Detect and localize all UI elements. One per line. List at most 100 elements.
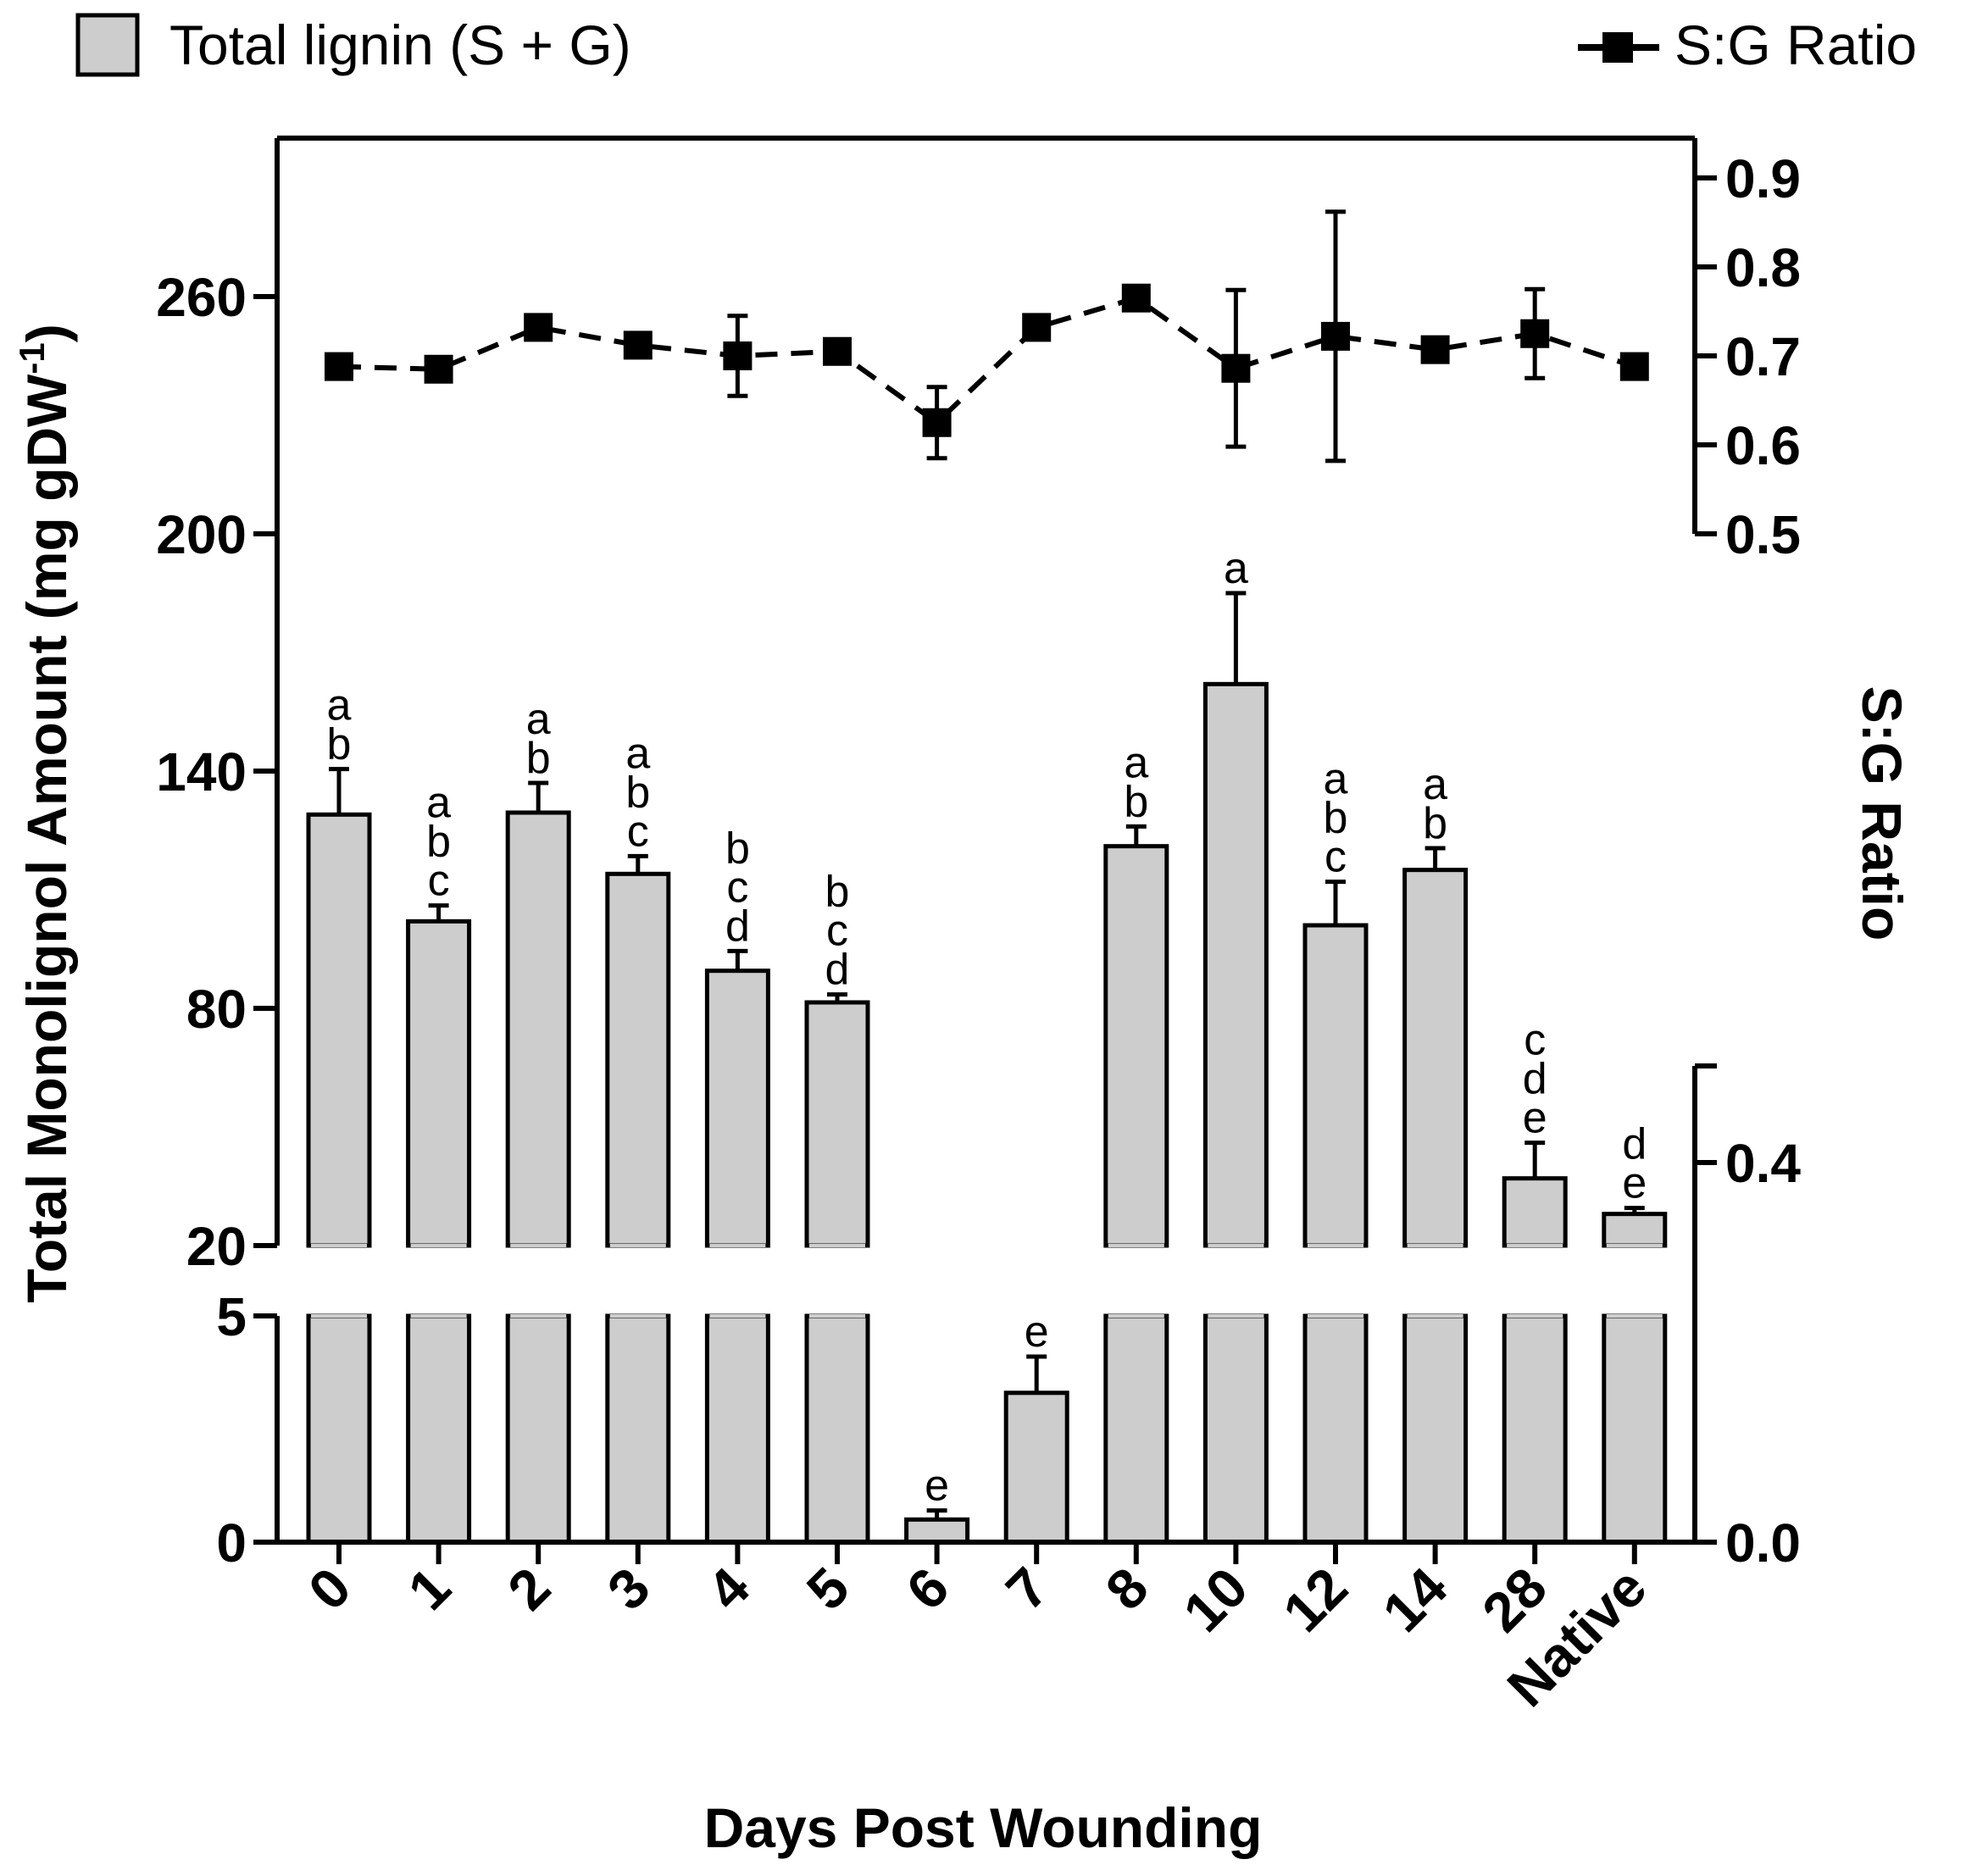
significance-letter: c <box>428 857 450 906</box>
y-tick-label: 140 <box>156 741 247 802</box>
bar-cut-bottom-8 <box>1108 1314 1164 1318</box>
significance-letter: b <box>426 818 451 867</box>
significance-letter: c <box>826 907 848 956</box>
significance-letter: b <box>825 868 850 917</box>
significance-letter: a <box>625 729 650 778</box>
bar-cut-top-8 <box>1108 1244 1164 1247</box>
bar-lower-8 <box>1103 1313 1169 1545</box>
significance-letter: a <box>426 779 451 828</box>
significance-letter: a <box>526 695 551 744</box>
sg-ratio-point-14 <box>1420 335 1450 364</box>
significance-letter: b <box>1324 794 1348 843</box>
bar-upper-28 <box>1502 1176 1568 1248</box>
bar-upper-5 <box>804 1000 870 1248</box>
significance-letter: a <box>1124 738 1148 787</box>
significance-letter: e <box>1523 1094 1547 1143</box>
bar-upper-10 <box>1202 681 1269 1248</box>
significance-letter: a <box>1423 760 1447 809</box>
sg-ratio-point-2 <box>524 313 553 342</box>
x-tick-label: 2 <box>496 1556 562 1622</box>
y-tick-label: 20 <box>186 1216 247 1277</box>
x-tick-label: 6 <box>894 1556 960 1622</box>
bar-lower-10 <box>1202 1313 1269 1545</box>
bar-cut-top-5 <box>809 1244 865 1247</box>
significance-letter: a <box>1224 544 1248 593</box>
bar-cut-bottom-14 <box>1407 1314 1463 1318</box>
bar-cut-top-0 <box>311 1244 367 1247</box>
x-tick-label: 5 <box>795 1556 861 1622</box>
significance-letter: d <box>1622 1120 1647 1169</box>
bar-lower-2 <box>505 1313 571 1545</box>
significance-letter: a <box>327 681 352 730</box>
bar-cut-top-4 <box>709 1244 766 1247</box>
bar-cut-top-2 <box>510 1244 567 1247</box>
y-tick-label: 80 <box>186 979 247 1040</box>
bar-cut-top-28 <box>1507 1244 1563 1247</box>
sg-ratio-line <box>338 295 1636 426</box>
bar-cut-top-Native <box>1606 1244 1663 1247</box>
x-tick-label: 4 <box>695 1555 761 1621</box>
sg-ratio-point-5 <box>823 336 852 366</box>
y-axis-title: Total Monolignol Amount (mg gDW-1) <box>12 324 78 1302</box>
x-tick-label: 1 <box>396 1556 462 1622</box>
significance-letter: a <box>1324 755 1348 804</box>
bar-cut-bottom-12 <box>1308 1314 1363 1318</box>
bar-upper-2 <box>505 810 571 1248</box>
x-tick-label: 0 <box>297 1556 363 1622</box>
sg-ratio-point-12 <box>1321 321 1350 351</box>
bar-lower-12 <box>1302 1313 1369 1545</box>
bar-cut-bottom-4 <box>709 1314 766 1318</box>
sg-ratio-point-10 <box>1221 353 1251 383</box>
significance-letter: c <box>726 863 748 912</box>
sg-ratio-point-Native <box>1619 352 1649 381</box>
y-tick-label: 0 <box>216 1512 247 1574</box>
x-tick-label: 14 <box>1370 1555 1458 1643</box>
legend-bar-swatch <box>75 13 140 77</box>
bar-upper-1 <box>406 919 472 1248</box>
bar-upper-4 <box>704 969 770 1248</box>
significance-letter: b <box>625 768 650 817</box>
bar-cut-top-1 <box>410 1244 467 1247</box>
bar-lower-Native <box>1602 1313 1668 1545</box>
y-tick-label: 200 <box>156 504 247 565</box>
bar-lower-28 <box>1502 1313 1568 1545</box>
bar-upper-8 <box>1103 844 1169 1248</box>
bar-cut-bottom-0 <box>311 1314 367 1318</box>
bar-cut-bottom-5 <box>809 1314 865 1318</box>
x-tick-label: 12 <box>1271 1556 1359 1644</box>
bar-lower-5 <box>804 1313 870 1545</box>
sg-ratio-point-4 <box>723 341 753 370</box>
bar-cut-bottom-Native <box>1606 1314 1663 1318</box>
y-tick-label: 5 <box>216 1286 247 1347</box>
sg-ratio-point-8 <box>1121 283 1151 313</box>
significance-letter: b <box>1124 777 1148 826</box>
significance-letter: c <box>627 807 649 856</box>
significance-letter: d <box>1523 1055 1547 1104</box>
bar-cut-top-3 <box>609 1244 666 1247</box>
legend-line-marker <box>1602 32 1633 63</box>
significance-letter: c <box>1524 1016 1546 1065</box>
bar-upper-Native <box>1602 1212 1668 1248</box>
y2-axis-title: S:G Ratio <box>1851 686 1913 941</box>
y2-tick-label: 0.7 <box>1725 326 1801 387</box>
y2-tick-label: 0.8 <box>1725 237 1801 298</box>
x-tick-label: 3 <box>595 1556 661 1622</box>
sg-ratio-point-1 <box>424 354 453 384</box>
bar-cut-top-14 <box>1407 1244 1463 1247</box>
bar-lower-0 <box>306 1313 372 1545</box>
significance-letter: b <box>1423 799 1447 848</box>
significance-letter: d <box>725 902 750 951</box>
significance-letter: b <box>327 720 352 769</box>
significance-letter: e <box>1025 1307 1049 1357</box>
legend-bar-label: Total lignin (S + G) <box>169 14 631 76</box>
bar-lower-7 <box>1003 1390 1069 1545</box>
sg-ratio-point-0 <box>325 352 353 381</box>
sg-ratio-point-28 <box>1520 319 1550 348</box>
y2-tick-label: 0.6 <box>1725 415 1801 476</box>
x-tick-label: 8 <box>1093 1556 1159 1622</box>
bar-cut-top-12 <box>1308 1244 1363 1247</box>
bar-upper-12 <box>1302 923 1369 1248</box>
bar-upper-14 <box>1402 868 1469 1248</box>
significance-letter: d <box>825 946 850 995</box>
